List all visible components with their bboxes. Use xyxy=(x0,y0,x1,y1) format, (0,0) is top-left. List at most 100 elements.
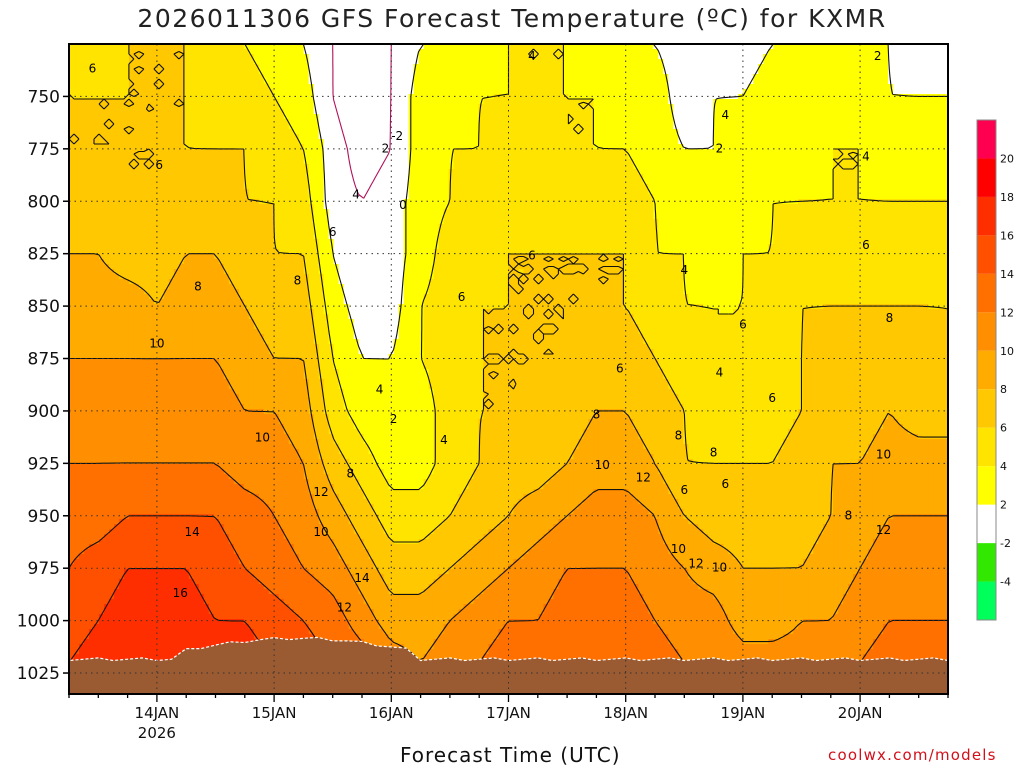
heat-cell xyxy=(298,139,305,145)
heat-cell xyxy=(673,159,679,165)
heat-cell xyxy=(808,84,814,90)
heat-cell xyxy=(783,169,789,175)
heat-cell xyxy=(743,179,749,185)
heat-cell xyxy=(633,79,639,85)
heat-cell xyxy=(69,54,75,60)
heat-cell xyxy=(108,79,115,85)
heat-cell xyxy=(143,144,150,150)
heat-cell xyxy=(513,109,520,115)
heat-cell xyxy=(208,119,215,125)
heat-cell xyxy=(643,144,649,150)
heat-cell xyxy=(478,164,485,170)
heat-cell xyxy=(353,164,360,170)
heat-cell xyxy=(378,169,385,175)
heat-cell xyxy=(138,109,145,115)
heat-cell xyxy=(913,119,919,125)
heat-cell xyxy=(688,69,694,75)
heat-cell xyxy=(243,179,250,185)
heat-cell xyxy=(203,164,210,170)
heat-cell xyxy=(163,59,170,65)
heat-cell xyxy=(383,54,390,60)
heat-cell xyxy=(73,179,80,185)
heat-cell xyxy=(383,159,390,165)
heat-cell xyxy=(353,124,360,130)
heat-cell xyxy=(343,64,350,70)
heat-cell xyxy=(443,44,450,50)
heat-cell xyxy=(538,159,545,165)
heat-cell xyxy=(488,159,495,165)
heat-cell xyxy=(598,99,604,105)
heat-cell xyxy=(638,64,644,70)
heat-cell xyxy=(433,119,440,125)
heat-cell xyxy=(938,124,944,130)
heat-cell xyxy=(563,159,570,165)
heat-cell xyxy=(603,104,609,110)
heat-cell xyxy=(463,174,470,180)
heat-cell xyxy=(798,164,804,170)
heat-cell xyxy=(208,59,215,65)
heat-cell xyxy=(263,174,270,180)
heat-cell xyxy=(513,69,520,75)
heat-cell xyxy=(113,89,120,95)
heat-cell xyxy=(358,114,365,120)
heat-cell xyxy=(523,49,530,55)
heat-cell xyxy=(828,119,834,125)
heat-cell xyxy=(443,79,450,85)
heat-cell xyxy=(408,129,415,135)
heat-cell xyxy=(893,44,899,50)
heat-cell xyxy=(878,124,884,130)
heat-cell xyxy=(123,169,130,175)
heat-cell xyxy=(183,184,190,190)
heat-cell xyxy=(313,89,320,95)
heat-cell xyxy=(688,54,694,60)
heat-cell xyxy=(108,134,115,140)
heat-cell xyxy=(183,59,190,65)
heat-cell xyxy=(283,44,290,50)
heat-cell xyxy=(863,49,869,55)
heat-cell xyxy=(418,144,425,150)
heat-cell xyxy=(598,59,604,65)
heat-cell xyxy=(378,129,385,135)
heat-cell xyxy=(713,124,719,130)
heat-cell xyxy=(688,89,694,95)
heat-cell xyxy=(273,69,280,75)
heat-cell xyxy=(608,124,614,130)
heat-cell xyxy=(463,139,470,145)
heat-cell xyxy=(228,54,235,60)
heat-cell xyxy=(873,44,879,50)
heat-cell xyxy=(858,109,864,115)
heat-cell xyxy=(323,99,330,105)
heat-cell xyxy=(693,134,699,140)
heat-cell xyxy=(498,54,505,60)
heat-cell xyxy=(263,179,270,185)
heat-cell xyxy=(463,164,470,170)
heat-cell xyxy=(828,94,834,100)
heat-cell xyxy=(428,179,435,185)
heat-cell xyxy=(633,69,639,75)
heat-cell xyxy=(518,144,525,150)
heat-cell xyxy=(918,79,924,85)
heat-cell xyxy=(418,109,425,115)
heat-cell xyxy=(933,104,939,110)
heat-cell xyxy=(838,59,844,65)
heat-cell xyxy=(113,69,120,75)
heat-cell xyxy=(198,169,205,175)
heat-cell xyxy=(593,119,599,125)
heat-cell xyxy=(73,124,80,130)
heat-cell xyxy=(673,74,679,80)
heat-cell xyxy=(123,139,130,145)
heat-cell xyxy=(118,109,125,115)
heat-cell xyxy=(613,69,619,75)
heat-cell xyxy=(853,129,859,135)
heat-cell xyxy=(258,179,265,185)
heat-cell xyxy=(708,94,714,100)
heat-cell xyxy=(563,134,570,140)
heat-cell xyxy=(163,44,170,50)
heat-cell xyxy=(913,149,919,155)
heat-cell xyxy=(893,64,899,70)
heat-cell xyxy=(713,144,719,150)
heat-cell xyxy=(543,174,550,180)
heat-cell xyxy=(78,84,85,90)
heat-cell xyxy=(408,74,415,80)
heat-cell xyxy=(938,129,944,135)
